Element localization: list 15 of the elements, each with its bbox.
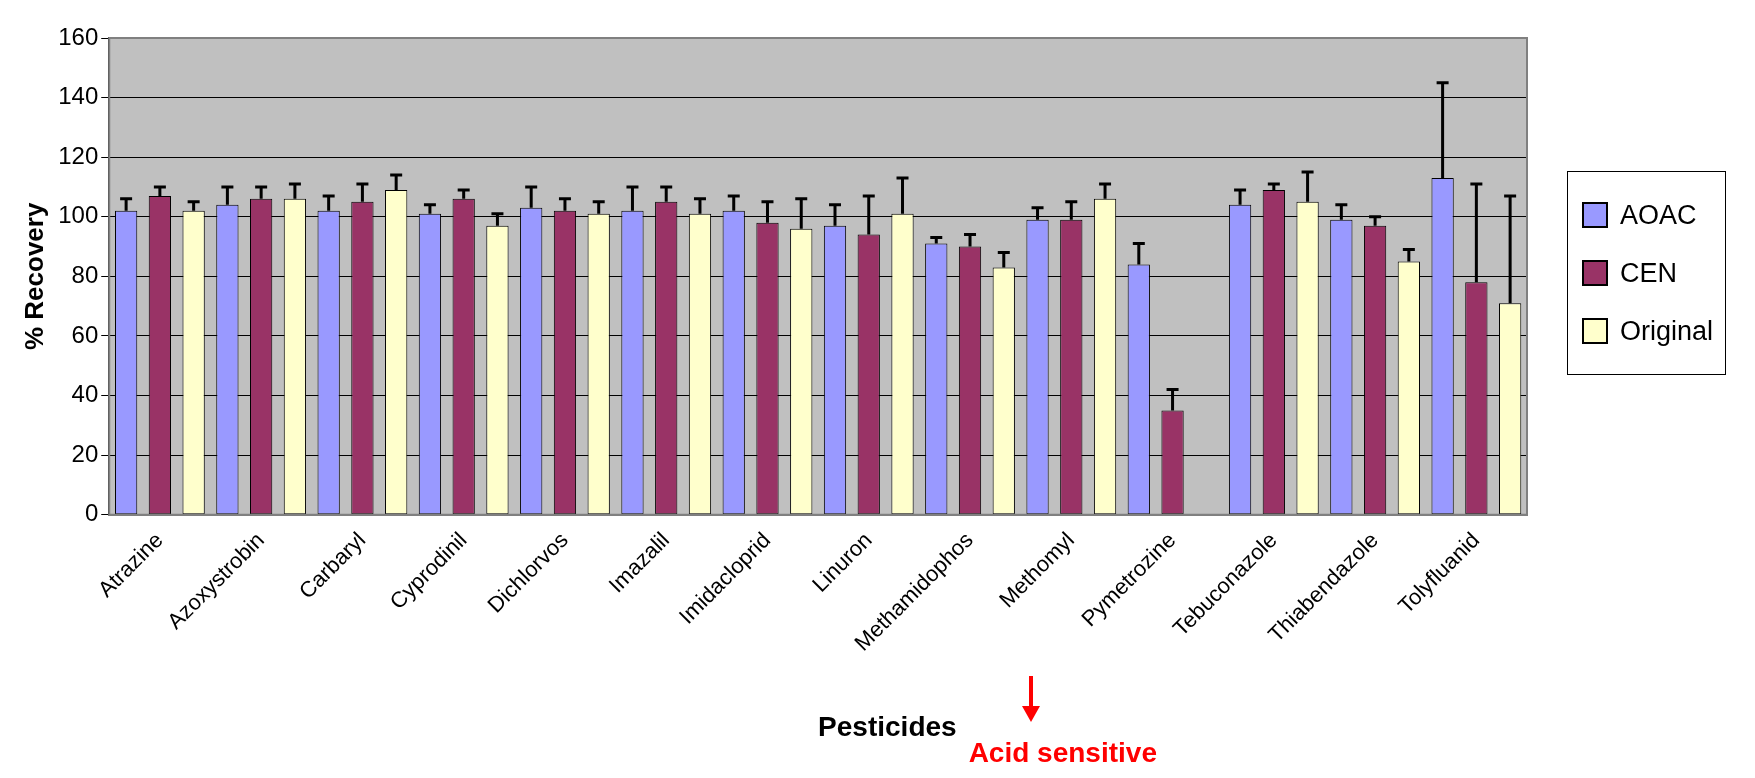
y-tick-label: 160 — [58, 22, 99, 50]
y-tick-label: 0 — [84, 499, 99, 527]
y-tick-label: 60 — [71, 320, 99, 348]
x-axis-title: Pesticides — [818, 711, 957, 742]
y-axis-title: % Recovery — [18, 202, 49, 351]
y-tick-label: 140 — [58, 82, 99, 110]
legend-label: CEN — [1620, 257, 1678, 289]
y-tick-label: 20 — [71, 439, 99, 467]
text: Acid sensitive — [968, 737, 1157, 768]
y-tick-label: 80 — [71, 260, 99, 288]
y-tick-label: 40 — [71, 380, 99, 408]
legend-label: AOAC — [1620, 199, 1697, 231]
legend-label: Original — [1620, 315, 1714, 347]
y-tick-label: 120 — [58, 141, 99, 169]
y-tick-label: 100 — [58, 201, 99, 229]
